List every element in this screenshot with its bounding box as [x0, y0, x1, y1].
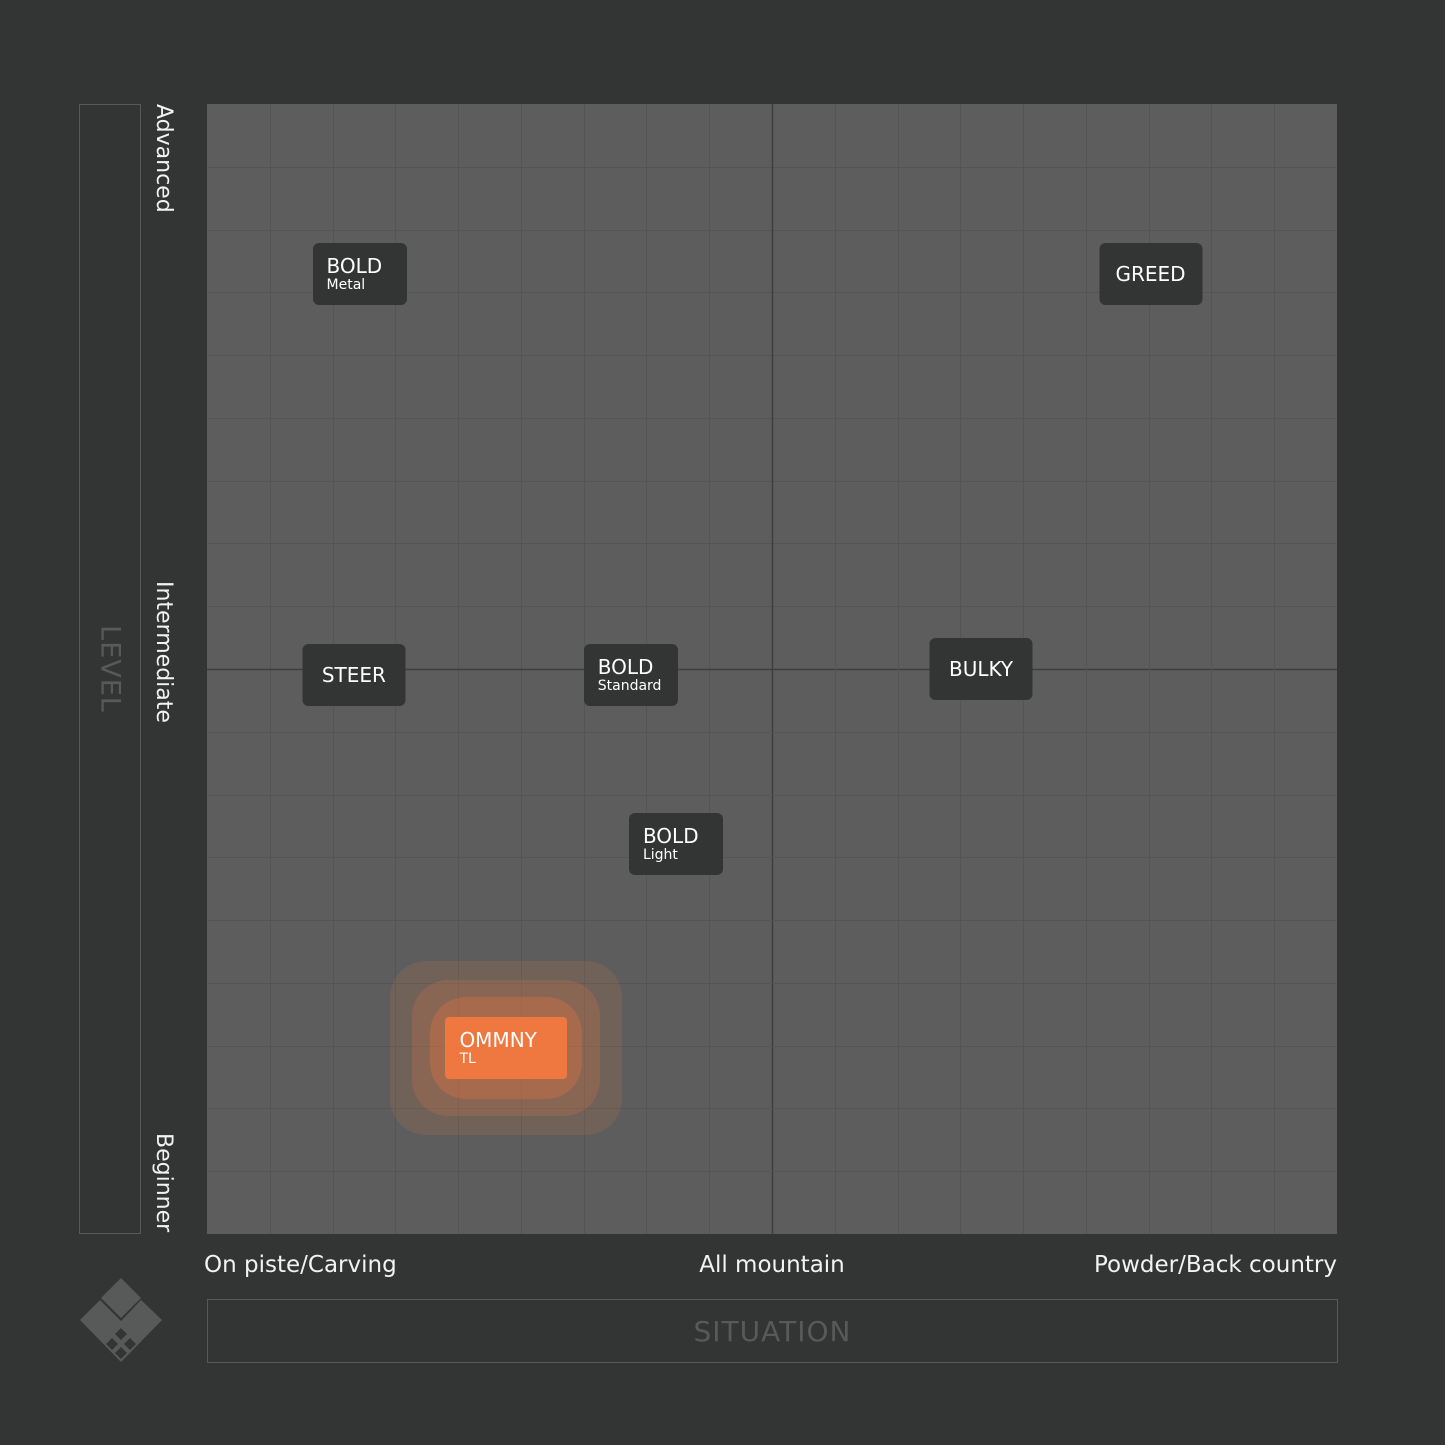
point-sublabel: Standard — [597, 677, 662, 694]
situation-axis-title: SITUATION — [693, 1314, 852, 1348]
point-tag-ommny-tl: OMMNY TL — [445, 1016, 568, 1079]
point-tag-greed: GREED — [1099, 242, 1203, 305]
point-sublabel: Light — [642, 847, 678, 864]
y-tick-beginner: Beginner — [151, 1133, 176, 1233]
point-label: OMMNY — [459, 1027, 537, 1052]
point-label: BULKY — [948, 657, 1014, 681]
y-tick-intermediate: Intermediate — [151, 581, 176, 723]
point-label: BOLD — [597, 654, 654, 679]
x-tick-powder: Powder/Back country — [1094, 1252, 1337, 1278]
situation-axis-box: SITUATION — [207, 1299, 1338, 1363]
x-tick-all-mountain: All mountain — [699, 1252, 845, 1278]
point-sublabel: TL — [459, 1050, 476, 1067]
point-label: GREED — [1115, 261, 1186, 286]
point-label: BOLD — [326, 253, 383, 278]
brand-logo-icon — [80, 1278, 162, 1362]
point-sublabel: Metal — [326, 276, 366, 293]
level-axis-title: LEVEL — [94, 625, 126, 713]
point-label: STEER — [321, 662, 386, 687]
x-tick-on-piste: On piste/Carving — [204, 1252, 397, 1278]
point-tag-bulky: BULKY — [929, 638, 1033, 700]
point-tag-bold-light: BOLD Light — [628, 813, 723, 876]
point-tag-bold-standard: BOLD Standard — [583, 643, 678, 706]
point-tag-steer: STEER — [302, 643, 406, 706]
y-tick-advanced: Advanced — [151, 104, 176, 213]
point-tag-bold-metal: BOLD Metal — [312, 242, 407, 305]
point-label: BOLD — [642, 824, 699, 849]
level-axis-box — [79, 104, 141, 1234]
